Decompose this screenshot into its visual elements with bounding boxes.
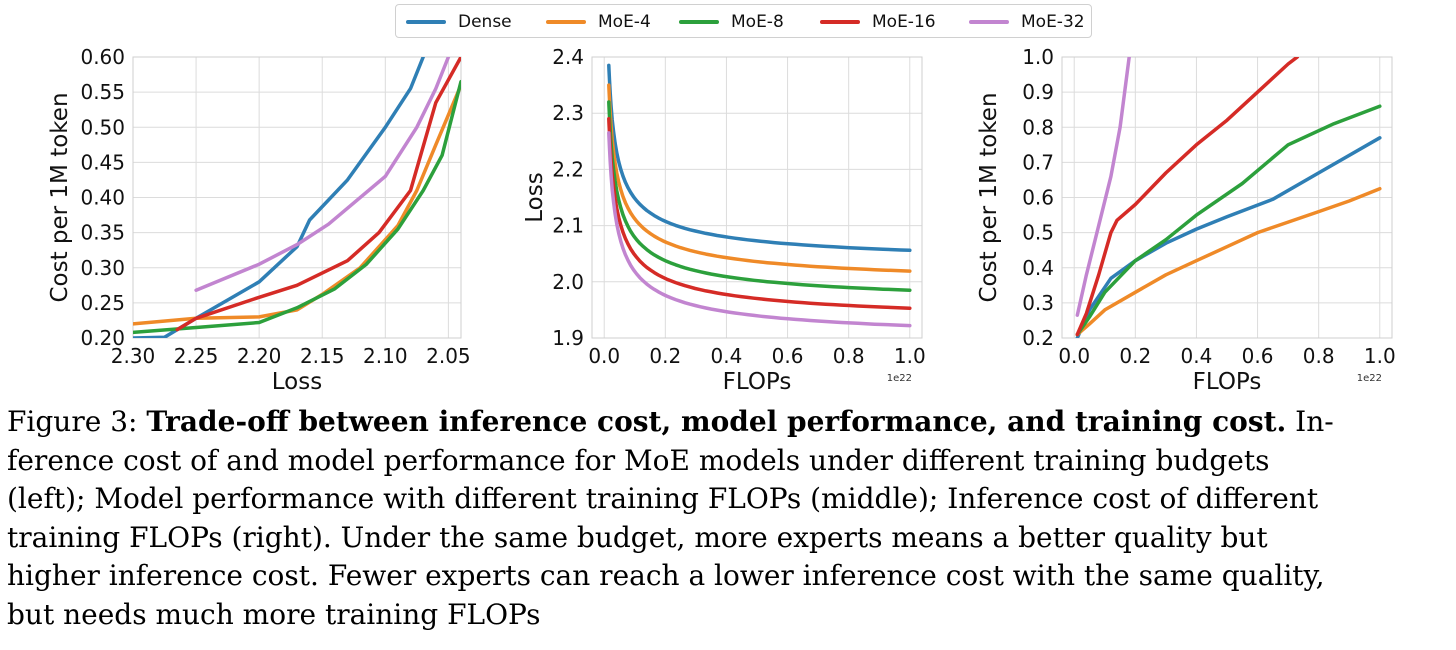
x-tick-label: 0.4 [711, 344, 743, 368]
x-tick-label: 2.15 [300, 344, 345, 368]
caption-line-6: but needs much more training FLOPs [7, 597, 541, 631]
plot-frame [591, 56, 923, 339]
series-line-moe8 [1075, 104, 1382, 337]
x-tick-label: 2.05 [426, 344, 471, 368]
x-tick-label: 0.6 [772, 344, 804, 368]
chart-panel-3: 0.0 0.2 0.4 0.6 0.8 1.00.20.30.40.50.60.70.80… [976, 45, 1396, 395]
plot-frame [132, 56, 462, 339]
x-tick-label: 0.6 [1242, 344, 1274, 368]
legend-label-moe8: MoE-8 [731, 12, 784, 32]
x-tick-label: 0.0 [588, 344, 620, 368]
chart-panel-1: 2.30 2.25 2.20 2.15 2.10 2.05 0.20 0.25 0.30 0.35… [47, 45, 471, 395]
series-line-moe4 [607, 83, 912, 273]
y-tick-label: 0.5 [1022, 221, 1054, 245]
y-tick-label: 0.9 [1022, 80, 1054, 104]
chart-panel-2: 0.0 0.2 0.4 0.6 0.8 1.0 1.9 2.0 2.1 2.2 2.3 2.4 FLOP… [522, 45, 926, 395]
x-axis-label: FLOPs [723, 369, 792, 395]
y-tick-label: 1.9 [552, 326, 584, 350]
x-tick-label: 2.25 [174, 344, 219, 368]
series-line-moe32 [194, 57, 451, 292]
legend-label-dense: Dense [458, 12, 512, 32]
y-tick-label: 0.50 [80, 115, 125, 139]
caption-line-4: training FLOPs (right). Under the same b… [7, 520, 1268, 554]
x-exponent-label: 1e22 [887, 373, 912, 384]
caption-line-1: In- [1295, 405, 1334, 438]
y-tick-label: 1.0 [1022, 45, 1054, 69]
series-line-dense [607, 63, 912, 253]
x-tick-label: 0.2 [649, 344, 681, 368]
series-line-moe32 [607, 131, 912, 328]
y-tick-label: 2.2 [552, 157, 584, 181]
series-line-moe8 [607, 100, 912, 292]
caption-line-5: higher inference cost. Fewer experts can… [7, 559, 1325, 592]
caption-line-2: ference cost of and model performance fo… [7, 443, 1270, 477]
y-tick-label: 0.6 [1022, 186, 1054, 210]
series-line-moe4 [1075, 186, 1382, 337]
series-line-moe16 [175, 57, 461, 332]
x-tick-label: 1.0 [1364, 344, 1396, 368]
legend-line-moe4 [546, 20, 586, 24]
legend-label-moe4: MoE-4 [598, 12, 651, 32]
x-tick-label: 0.2 [1119, 344, 1151, 368]
x-tick-label: 2.20 [237, 344, 282, 368]
y-tick-label: 2.4 [552, 45, 584, 69]
series-line-dense [1075, 136, 1382, 338]
legend-line-moe16 [820, 20, 860, 24]
x-tick-label: 2.10 [363, 344, 408, 368]
x-axis-label: Loss [272, 369, 322, 395]
y-tick-label: 0.4 [1022, 256, 1054, 280]
y-tick-label: 0.55 [80, 80, 125, 104]
y-axis-label: Cost per 1M token [47, 92, 73, 302]
series-line-moe4 [133, 83, 461, 326]
caption-line-3: (left); Model performance with different… [7, 482, 1319, 515]
legend-label-moe16: MoE-16 [872, 12, 936, 32]
y-tick-label: 0.20 [80, 326, 125, 350]
y-tick-label: 2.0 [552, 270, 584, 294]
x-axis-label: FLOPs [1193, 369, 1262, 395]
series-line-moe16 [607, 117, 912, 310]
legend-line-moe8 [679, 20, 719, 24]
plot-frame [1061, 56, 1393, 339]
y-tick-label: 2.3 [552, 101, 584, 125]
y-tick-label: 0.8 [1022, 115, 1054, 139]
x-tick-label: 0.8 [833, 344, 865, 368]
y-tick-label: 0.25 [80, 291, 125, 315]
y-tick-label: 0.35 [80, 221, 125, 245]
x-tick-label: 1.0 [894, 344, 926, 368]
y-axis-label: Loss [522, 172, 548, 222]
y-tick-label: 0.7 [1022, 150, 1054, 174]
y-tick-label: 0.3 [1022, 291, 1054, 315]
series-line-moe16 [1075, 57, 1300, 337]
series-line-moe32 [1075, 57, 1131, 317]
y-tick-label: 0.2 [1022, 326, 1054, 350]
legend: Dense MoE-4 MoE-8 MoE-16 MoE-32 [395, 4, 1092, 38]
figure-caption: Figure 3: Trade-off between inference co… [7, 403, 1453, 634]
x-tick-label: 0.0 [1058, 344, 1090, 368]
legend-line-moe32 [969, 20, 1009, 24]
y-axis-label: Cost per 1M token [976, 92, 1002, 302]
y-tick-label: 0.45 [80, 150, 125, 174]
y-tick-label: 2.1 [552, 214, 584, 238]
x-tick-label: 0.4 [1181, 344, 1213, 368]
caption-title: Trade-off between inference cost, model … [146, 405, 1287, 438]
x-tick-label: 0.8 [1303, 344, 1335, 368]
legend-line-dense [406, 20, 446, 24]
legend-label-moe32: MoE-32 [1021, 12, 1085, 32]
x-exponent-label: 1e22 [1357, 373, 1382, 384]
y-tick-label: 0.40 [80, 186, 125, 210]
x-tick-label: 2.30 [111, 344, 156, 368]
y-tick-label: 0.30 [80, 256, 125, 280]
caption-label: Figure 3: [7, 405, 138, 438]
y-tick-label: 0.60 [80, 45, 125, 69]
series-line-moe8 [133, 79, 461, 335]
figure-charts: 2.30 2.25 2.20 2.15 2.10 2.05 0.20 0.25 0.30 0.35… [47, 45, 1396, 395]
